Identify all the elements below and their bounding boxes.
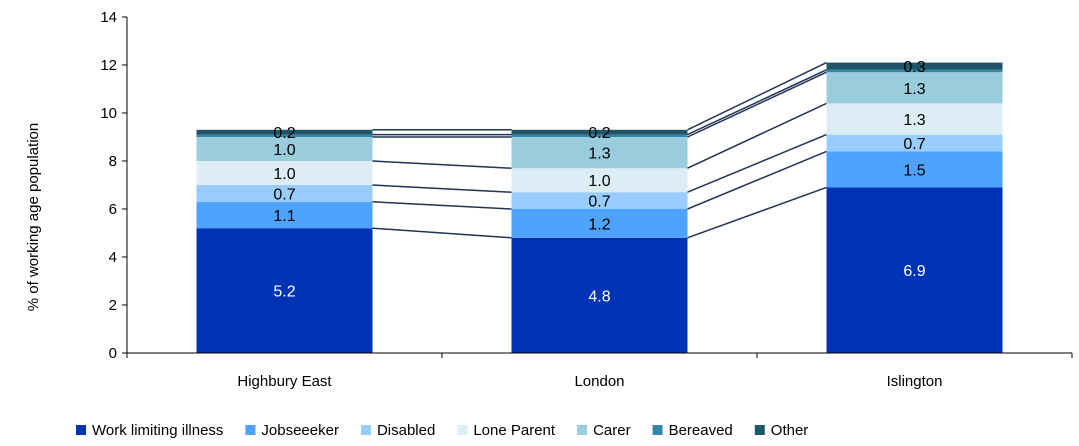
data-label: 1.3 [588, 146, 610, 163]
bar-segment [196, 161, 373, 185]
legend-label: Other [771, 422, 809, 439]
bar-segment [196, 129, 373, 135]
bar-segment [196, 228, 373, 353]
y-tick-label: 4 [109, 249, 117, 266]
connector-line [372, 160, 512, 169]
data-label: 1.0 [273, 142, 295, 159]
data-label: 0.2 [588, 125, 610, 142]
bar-segment [511, 134, 688, 137]
x-category-label: Islington [887, 373, 943, 390]
legend: Work limiting illness Jobseeeker Disabled L… [76, 422, 808, 439]
legend-swatch [245, 425, 256, 435]
x-category-label: London [574, 373, 624, 390]
y-tick-label: 0 [109, 345, 117, 362]
data-label: 6.9 [903, 263, 925, 280]
legend-swatch [457, 425, 468, 435]
data-label: 0.3 [903, 59, 925, 76]
legend-label: Bereaved [669, 422, 733, 439]
y-tick-label: 14 [100, 9, 117, 26]
data-label: 1.0 [588, 173, 610, 190]
connector-line [372, 201, 512, 210]
data-label: 1.3 [903, 81, 925, 98]
data-label: 0.2 [273, 125, 295, 142]
bar-segment [511, 192, 688, 209]
bar-segment [826, 151, 1003, 188]
bar-segment [826, 134, 1003, 152]
legend-swatch [360, 425, 371, 435]
axes: 0 2 4 6 8 10 12 14 Highbury East London Islington… [25, 9, 1073, 390]
bar-segment [196, 134, 373, 137]
y-tick-label: 6 [109, 201, 117, 218]
legend-label: Carer [593, 422, 631, 439]
data-label: 1.0 [273, 166, 295, 183]
bar-segment [826, 72, 1003, 104]
legend-label: Disabled [377, 422, 435, 439]
data-label: 5.2 [273, 284, 295, 301]
connector-line [687, 186, 827, 239]
data-label: 0.7 [588, 194, 610, 211]
connector-line [687, 133, 827, 193]
legend-label: Lone Parent [473, 422, 556, 439]
connector-line [687, 71, 827, 138]
x-category-labels: Highbury East London Islington [126, 353, 1073, 390]
y-tick-label: 8 [109, 153, 117, 170]
bar-segment [826, 62, 1003, 70]
data-label: 1.2 [588, 216, 610, 233]
y-ticks: 0 2 4 6 8 10 12 14 [100, 9, 127, 362]
legend-label: Jobseeeker [261, 422, 339, 439]
bar-segment [511, 209, 688, 238]
bar-segment [196, 185, 373, 202]
bar-segment [196, 137, 373, 161]
data-label: 0.7 [903, 136, 925, 153]
data-label: 1.1 [273, 208, 295, 225]
data-label: 1.5 [903, 162, 925, 179]
bar-segment [511, 137, 688, 169]
bar-segment [826, 187, 1003, 353]
y-axis-title: % of working age population [25, 123, 42, 311]
connector-line [687, 69, 827, 136]
connector-line [687, 61, 827, 131]
connector-line [687, 150, 827, 210]
bar-segment [196, 201, 373, 229]
y-tick-label: 12 [100, 57, 117, 74]
data-label: 1.3 [903, 112, 925, 129]
y-tick-label: 10 [100, 105, 117, 122]
legend-swatch [652, 425, 663, 435]
bar-segment [511, 168, 688, 193]
bar-segment [511, 237, 688, 353]
connector-line [372, 227, 512, 239]
connector-lines [372, 61, 827, 239]
connector-line [687, 102, 827, 169]
data-labels: 5.21.10.71.01.00.24.81.20.71.01.30.26.91… [273, 59, 925, 305]
legend-swatch [76, 425, 86, 435]
x-category-label: Highbury East [237, 373, 332, 390]
y-tick-label: 2 [109, 297, 117, 314]
bars [196, 62, 1003, 353]
bar-segment [826, 103, 1003, 135]
connector-line [372, 184, 512, 193]
bar-segment [826, 69, 1003, 73]
legend-swatch [754, 425, 765, 435]
bar-segment [511, 129, 688, 135]
data-label: 4.8 [588, 288, 610, 305]
legend-swatch [577, 425, 588, 435]
data-label: 0.7 [273, 186, 295, 203]
legend-label: Work limiting illness [92, 422, 223, 439]
